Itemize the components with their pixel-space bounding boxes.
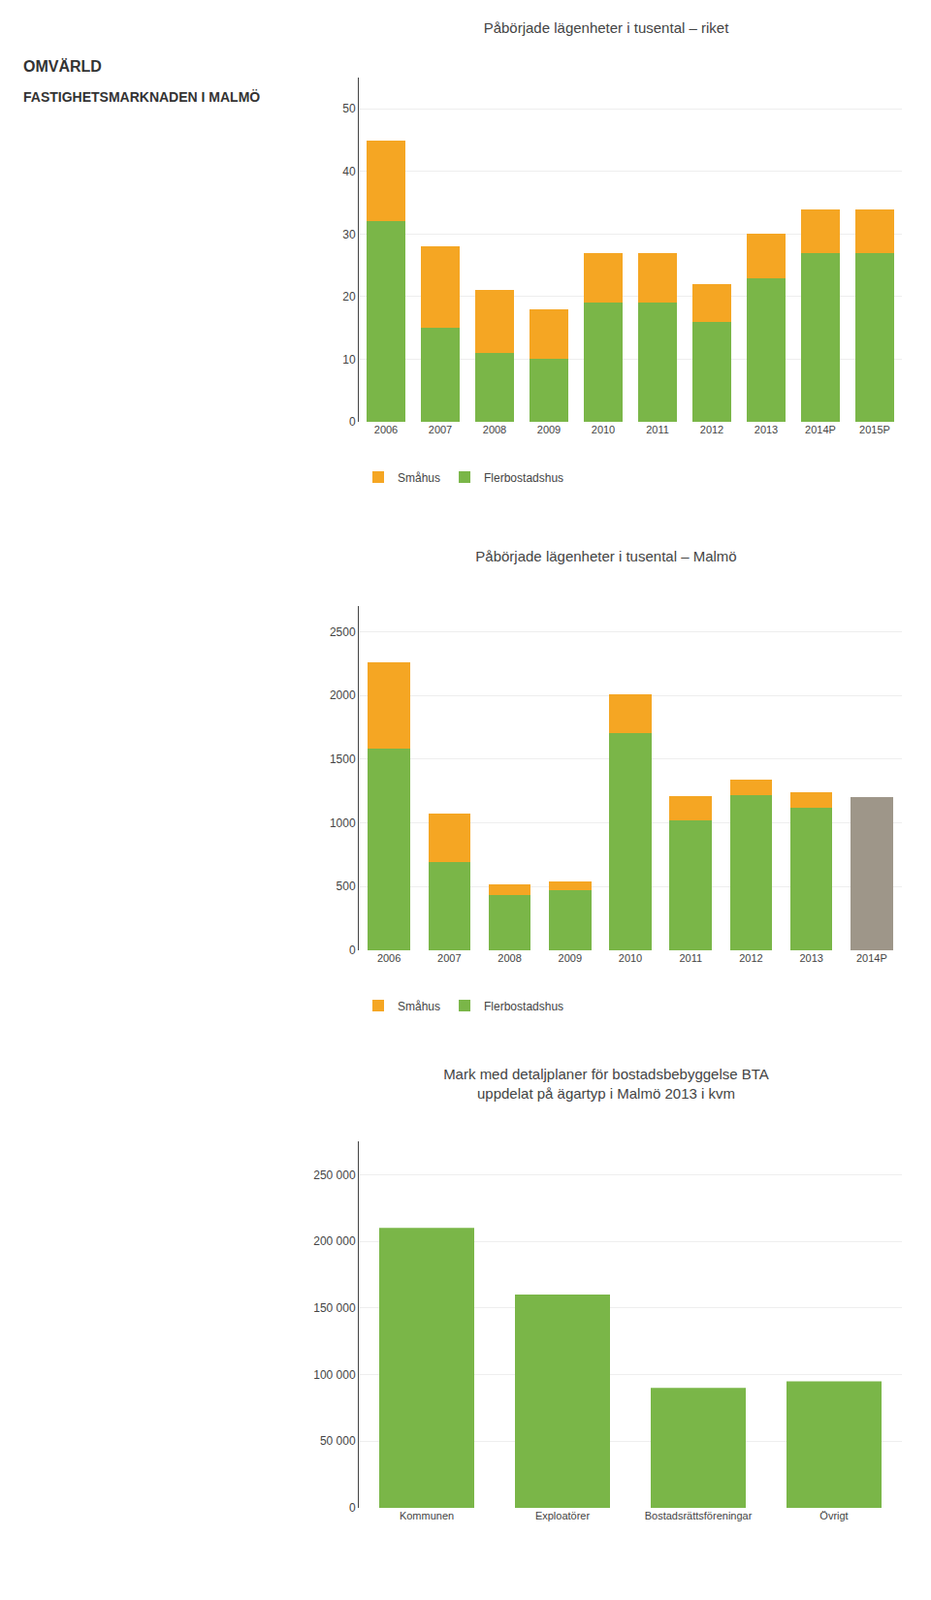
svg-text:1000: 1000 bbox=[329, 816, 356, 831]
svg-text:2009: 2009 bbox=[558, 952, 582, 964]
svg-text:Mark med detaljplaner för bost: Mark med detaljplaner för bostadsbebygge… bbox=[443, 1065, 770, 1102]
svg-text:2010: 2010 bbox=[591, 423, 615, 436]
svg-text:Småhus: Småhus bbox=[397, 471, 441, 485]
svg-text:50: 50 bbox=[342, 101, 356, 116]
svg-text:2009: 2009 bbox=[537, 423, 561, 436]
svg-text:2008: 2008 bbox=[497, 952, 521, 964]
svg-text:2014P: 2014P bbox=[856, 952, 888, 964]
svg-text:100 000: 100 000 bbox=[313, 1368, 356, 1382]
svg-text:40: 40 bbox=[342, 164, 356, 179]
svg-text:2006: 2006 bbox=[374, 423, 398, 436]
svg-text:Småhus: Småhus bbox=[397, 999, 441, 1014]
svg-text:0: 0 bbox=[349, 943, 356, 958]
svg-text:Bostadsrättsföreningar: Bostadsrättsföreningar bbox=[644, 1509, 753, 1522]
svg-text:2012: 2012 bbox=[700, 423, 724, 436]
svg-text:2007: 2007 bbox=[428, 423, 452, 436]
svg-text:2013: 2013 bbox=[799, 952, 823, 964]
html-text:OMVÄRLD: OMVÄRLD bbox=[23, 58, 102, 75]
svg-text:2007: 2007 bbox=[437, 952, 461, 964]
svg-text:250 000: 250 000 bbox=[313, 1168, 356, 1183]
svg-text:200 000: 200 000 bbox=[313, 1234, 356, 1249]
svg-text:Kommunen: Kommunen bbox=[399, 1509, 454, 1522]
svg-text:2015P: 2015P bbox=[859, 423, 891, 436]
svg-text:2013: 2013 bbox=[754, 423, 778, 436]
svg-text:Flerbostadshus: Flerbostadshus bbox=[483, 999, 564, 1014]
svg-text:Flerbostadshus: Flerbostadshus bbox=[483, 471, 564, 485]
svg-text:2006: 2006 bbox=[377, 952, 401, 964]
svg-text:500: 500 bbox=[336, 879, 356, 894]
svg-text:2000: 2000 bbox=[329, 688, 356, 703]
svg-text:Övrigt: Övrigt bbox=[819, 1509, 848, 1522]
svg-text:0: 0 bbox=[349, 415, 356, 429]
svg-text:50 000: 50 000 bbox=[320, 1434, 356, 1448]
svg-text:20: 20 bbox=[342, 289, 356, 304]
svg-text:Exploatörer: Exploatörer bbox=[535, 1509, 591, 1522]
svg-text:2011: 2011 bbox=[645, 423, 670, 436]
svg-text:Påbörjade lägenheter i tusenta: Påbörjade lägenheter i tusental – riket bbox=[483, 19, 730, 36]
svg-text:10: 10 bbox=[342, 353, 356, 367]
html-text:FASTIGHETSMARKNADEN I MALMÖ: FASTIGHETSMARKNADEN I MALMÖ bbox=[23, 89, 261, 105]
svg-text:2012: 2012 bbox=[738, 952, 763, 964]
svg-text:150 000: 150 000 bbox=[313, 1301, 356, 1316]
svg-text:2011: 2011 bbox=[678, 952, 703, 964]
svg-text:0: 0 bbox=[349, 1501, 356, 1515]
svg-text:2014P: 2014P bbox=[804, 423, 836, 436]
svg-text:1500: 1500 bbox=[329, 752, 356, 767]
svg-text:2008: 2008 bbox=[482, 423, 507, 436]
svg-text:Påbörjade lägenheter i tusenta: Påbörjade lägenheter i tusental – Malmö bbox=[475, 547, 737, 565]
svg-text:2010: 2010 bbox=[618, 952, 643, 964]
svg-text:2500: 2500 bbox=[329, 625, 356, 640]
svg-text:30: 30 bbox=[342, 227, 356, 242]
